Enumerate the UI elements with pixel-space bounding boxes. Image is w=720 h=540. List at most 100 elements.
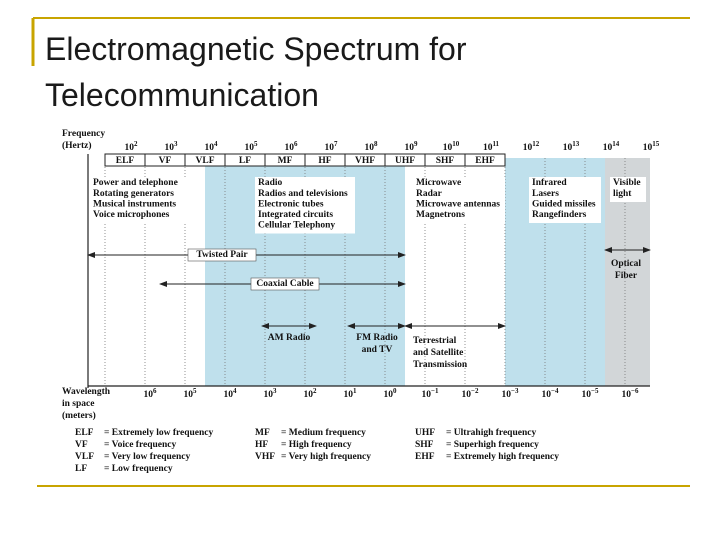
legend-abbr: EHF <box>415 452 435 462</box>
tick-label: 1012 <box>523 140 540 154</box>
tick-exponent: −3 <box>511 387 519 395</box>
tick-base: 10 <box>304 390 314 400</box>
tick-base: 10 <box>184 390 194 400</box>
band-box <box>464 153 506 167</box>
tick-exponent: 14 <box>612 140 620 148</box>
tick-exponent: 3 <box>174 140 178 148</box>
application-item: Musical instruments <box>93 200 176 210</box>
tick-base: 10 <box>405 143 415 153</box>
wavelength-label: (meters) <box>62 410 96 421</box>
tick-base: 10 <box>483 143 493 153</box>
tick-exponent: −6 <box>631 387 639 395</box>
application-item: Guided missiles <box>532 200 596 210</box>
tick-label: 102 <box>304 387 318 401</box>
application-item: Radar <box>416 189 443 199</box>
tick-label: 10−6 <box>622 387 639 401</box>
legend-abbr: UHF <box>415 428 435 438</box>
legend-abbr: SHF <box>415 440 434 450</box>
tick-exponent: 2 <box>134 140 138 148</box>
application-item: Microwave antennas <box>416 200 500 210</box>
application-item: Cellular Telephony <box>258 221 335 231</box>
tick-label: 103 <box>264 387 278 401</box>
tick-exponent: 5 <box>193 387 197 395</box>
medium-label: Twisted Pair <box>196 250 248 260</box>
tick-label: 105 <box>245 140 259 154</box>
legend-abbr: HF <box>255 440 268 450</box>
slide-title: Electromagnetic Spectrum for Telecommuni… <box>45 31 467 113</box>
tick-label: 10−5 <box>582 387 599 401</box>
tick-base: 10 <box>462 390 472 400</box>
legend-abbr: MF <box>255 428 270 438</box>
medium-label: Terrestrial <box>413 336 457 346</box>
tick-exponent: 6 <box>153 387 157 395</box>
wavelength-label: in space <box>62 399 94 409</box>
band-label: UHF <box>395 156 415 166</box>
tick-base: 10 <box>563 143 573 153</box>
tick-base: 10 <box>582 390 592 400</box>
tick-label: 104 <box>224 387 238 401</box>
tick-label: 102 <box>125 140 139 154</box>
tick-label: 1013 <box>563 140 580 154</box>
tick-exponent: −4 <box>551 387 559 395</box>
application-title: Radio <box>258 178 283 188</box>
legend-definition: = Very high frequency <box>281 452 371 462</box>
tick-base: 10 <box>365 143 375 153</box>
tick-label: 1014 <box>603 140 620 154</box>
tick-label: 1010 <box>443 140 460 154</box>
application-item: Voice microphones <box>93 210 170 220</box>
medium-label-bg <box>187 248 257 262</box>
tick-base: 10 <box>205 143 215 153</box>
tick-exponent: 0 <box>393 387 397 395</box>
medium-label: Fiber <box>615 271 638 281</box>
tick-base: 10 <box>523 143 533 153</box>
legend-abbr: VLF <box>75 452 94 462</box>
band-label: EHF <box>475 156 495 166</box>
application-title: Visible <box>613 178 641 188</box>
application-title: Power and telephone <box>93 178 178 188</box>
band-label: HF <box>318 156 331 166</box>
legend-definition: = Low frequency <box>104 464 173 474</box>
medium-label: Optical <box>611 259 641 269</box>
application-item: Magnetrons <box>416 210 465 220</box>
medium-label: Coaxial Cable <box>256 279 313 289</box>
application-box <box>255 177 355 234</box>
tick-base: 10 <box>502 390 512 400</box>
tick-base: 10 <box>285 143 295 153</box>
band-label: LF <box>239 156 251 166</box>
tick-exponent: 12 <box>532 140 540 148</box>
tick-label: 106 <box>285 140 299 154</box>
legend-abbr: VF <box>75 440 88 450</box>
tick-exponent: 3 <box>273 387 277 395</box>
tick-label: 106 <box>144 387 158 401</box>
tick-base: 10 <box>144 390 154 400</box>
frequency-label: (Hertz) <box>62 140 92 151</box>
tick-exponent: 13 <box>572 140 580 148</box>
application-box <box>413 177 505 223</box>
tick-base: 10 <box>542 390 552 400</box>
application-item: Rangefinders <box>532 210 587 220</box>
tick-label: 109 <box>405 140 419 154</box>
tick-base: 10 <box>622 390 632 400</box>
tick-exponent: 10 <box>452 140 460 148</box>
frequency-label: Frequency <box>62 129 105 139</box>
band-label: VHF <box>355 156 375 166</box>
band-label: MF <box>278 156 293 166</box>
tick-label: 10−3 <box>502 387 519 401</box>
tick-base: 10 <box>325 143 335 153</box>
tick-exponent: −1 <box>431 387 439 395</box>
tick-exponent: 2 <box>313 387 317 395</box>
tick-exponent: 8 <box>374 140 378 148</box>
legend-definition: = High frequency <box>281 440 352 450</box>
medium-label: Transmission <box>413 360 468 370</box>
tick-label: 10−2 <box>462 387 479 401</box>
tick-exponent: 6 <box>294 140 298 148</box>
legend-abbr: ELF <box>75 428 94 438</box>
wavelength-label: Wavelength <box>62 387 111 397</box>
tick-exponent: 4 <box>214 140 218 148</box>
tick-base: 10 <box>125 143 135 153</box>
tick-exponent: 1 <box>353 387 357 395</box>
application-item: Radios and televisions <box>258 189 348 199</box>
tick-exponent: −2 <box>471 387 479 395</box>
tick-base: 10 <box>443 143 453 153</box>
medium-label: FM Radio <box>356 333 398 343</box>
